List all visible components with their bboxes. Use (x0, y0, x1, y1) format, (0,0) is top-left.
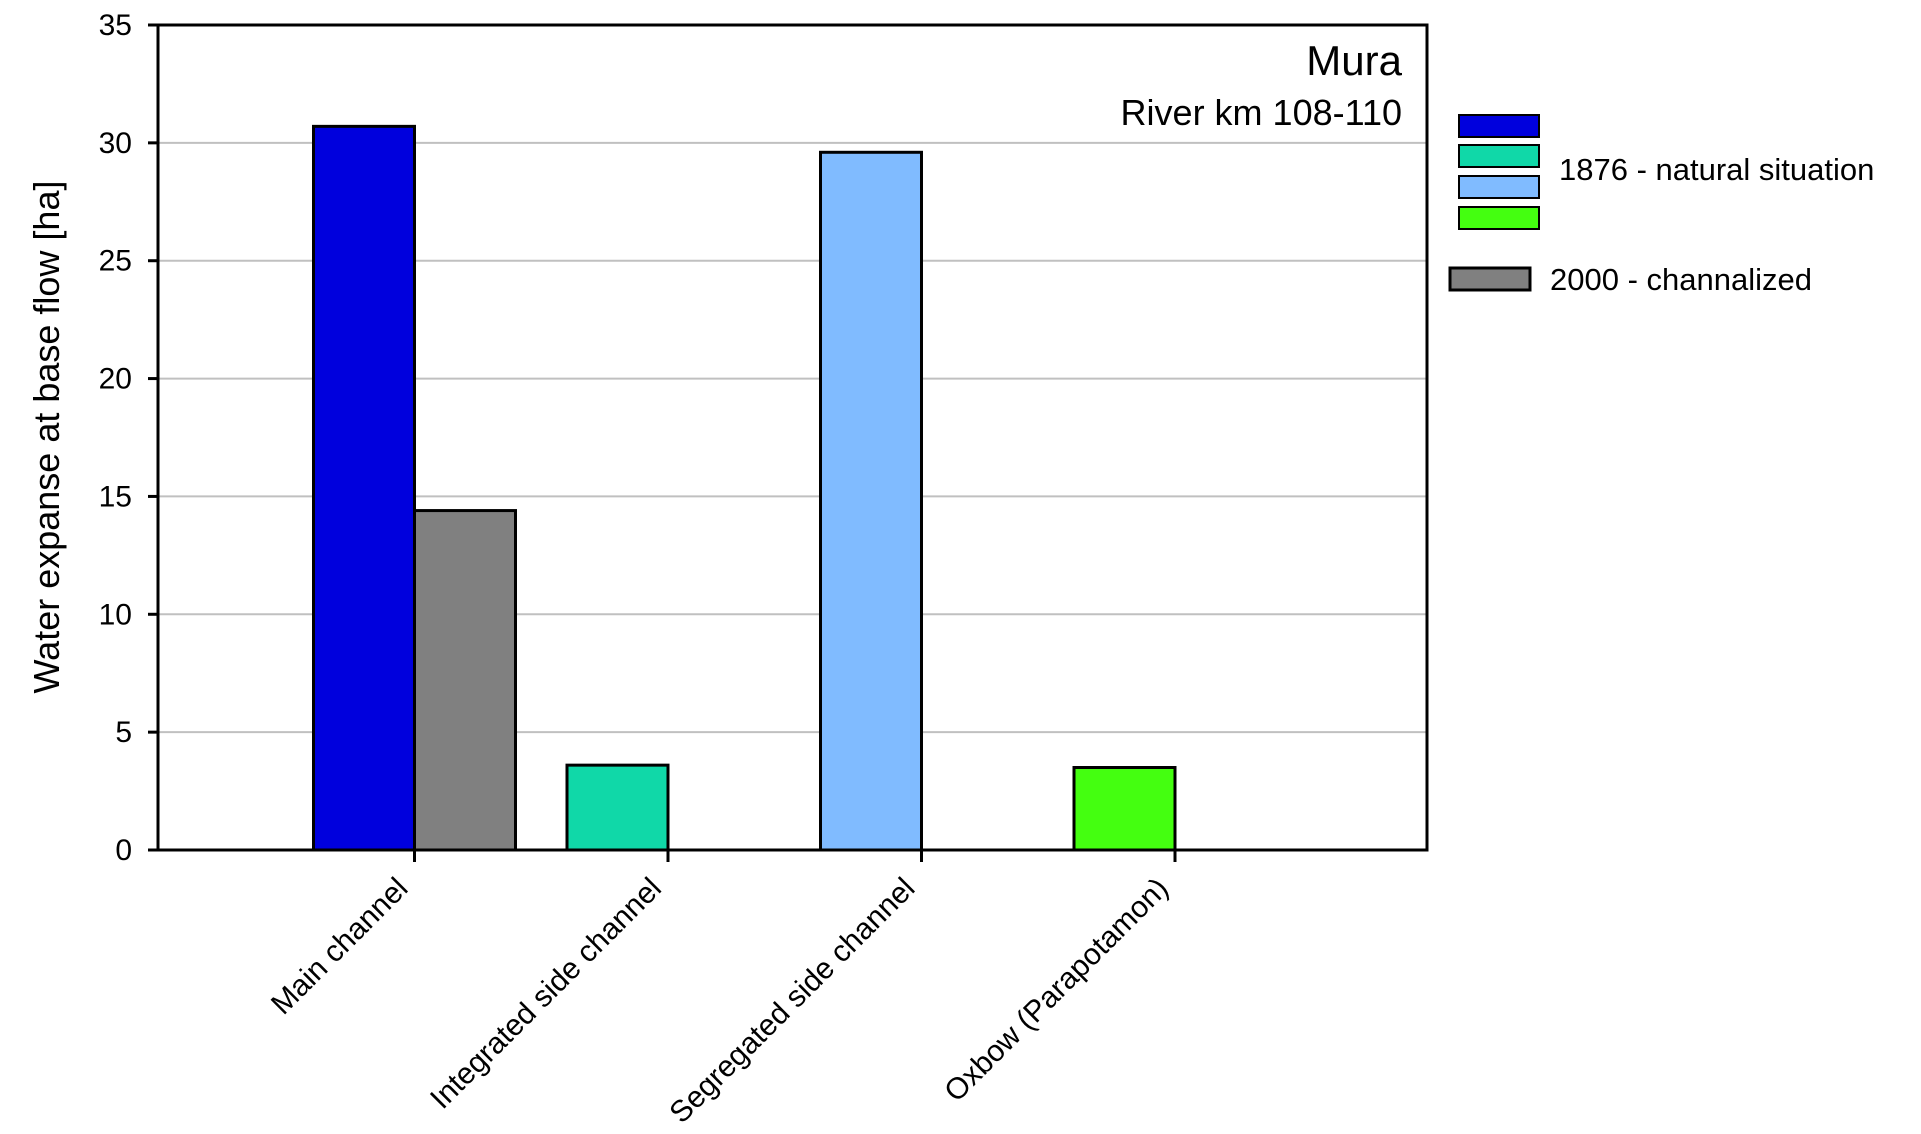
legend-swatch-1876-1 (1458, 114, 1540, 138)
x-tick-label: Oxbow (Parapotamon) (938, 872, 1175, 1109)
x-axis: Main channel Integrated side channelSegre… (265, 850, 1177, 1130)
x-tick-label: Main channel (265, 872, 415, 1022)
y-axis-title: Water expanse at base flow [ha] (26, 181, 67, 694)
legend-label-2000: 2000 - channalized (1550, 262, 1812, 297)
bars (312, 124, 1177, 852)
bar-1876-1 (312, 124, 416, 852)
y-tick-label: 20 (99, 363, 132, 396)
legend-swatch-2000 (1448, 266, 1532, 292)
legend-label-1876: 1876 - natural situation (1559, 152, 1874, 187)
plot-frame (156, 23, 1429, 852)
x-tick-label: Segregated side channel (663, 872, 921, 1130)
x-tick-label: Integrated side channel (424, 872, 668, 1116)
y-tick-label: 0 (115, 834, 132, 867)
bar-1876-4 (1072, 766, 1177, 852)
y-tick-label: 10 (99, 598, 132, 631)
chart-title: Mura (1306, 37, 1402, 84)
y-axis: 0 5 10 15 20 25 30 35 (99, 9, 158, 867)
y-tick-label: 35 (99, 9, 132, 42)
y-tick-label: 15 (99, 480, 132, 513)
y-tick-label: 25 (99, 245, 132, 278)
legend-swatch-1876-3 (1458, 175, 1540, 199)
bar-1876-2 (565, 763, 670, 852)
bar-1876-3 (819, 150, 923, 852)
bar-2000-1 (413, 509, 517, 852)
y-tick-label: 30 (99, 127, 132, 160)
legend-swatch-1876-4 (1458, 206, 1540, 230)
y-tick-label: 5 (115, 716, 132, 749)
legend-swatch-1876-2 (1458, 144, 1540, 168)
legend: 1876 - natural situation 2000 - channali… (1448, 114, 1874, 297)
chart-subtitle: River km 108-110 (1121, 92, 1402, 133)
